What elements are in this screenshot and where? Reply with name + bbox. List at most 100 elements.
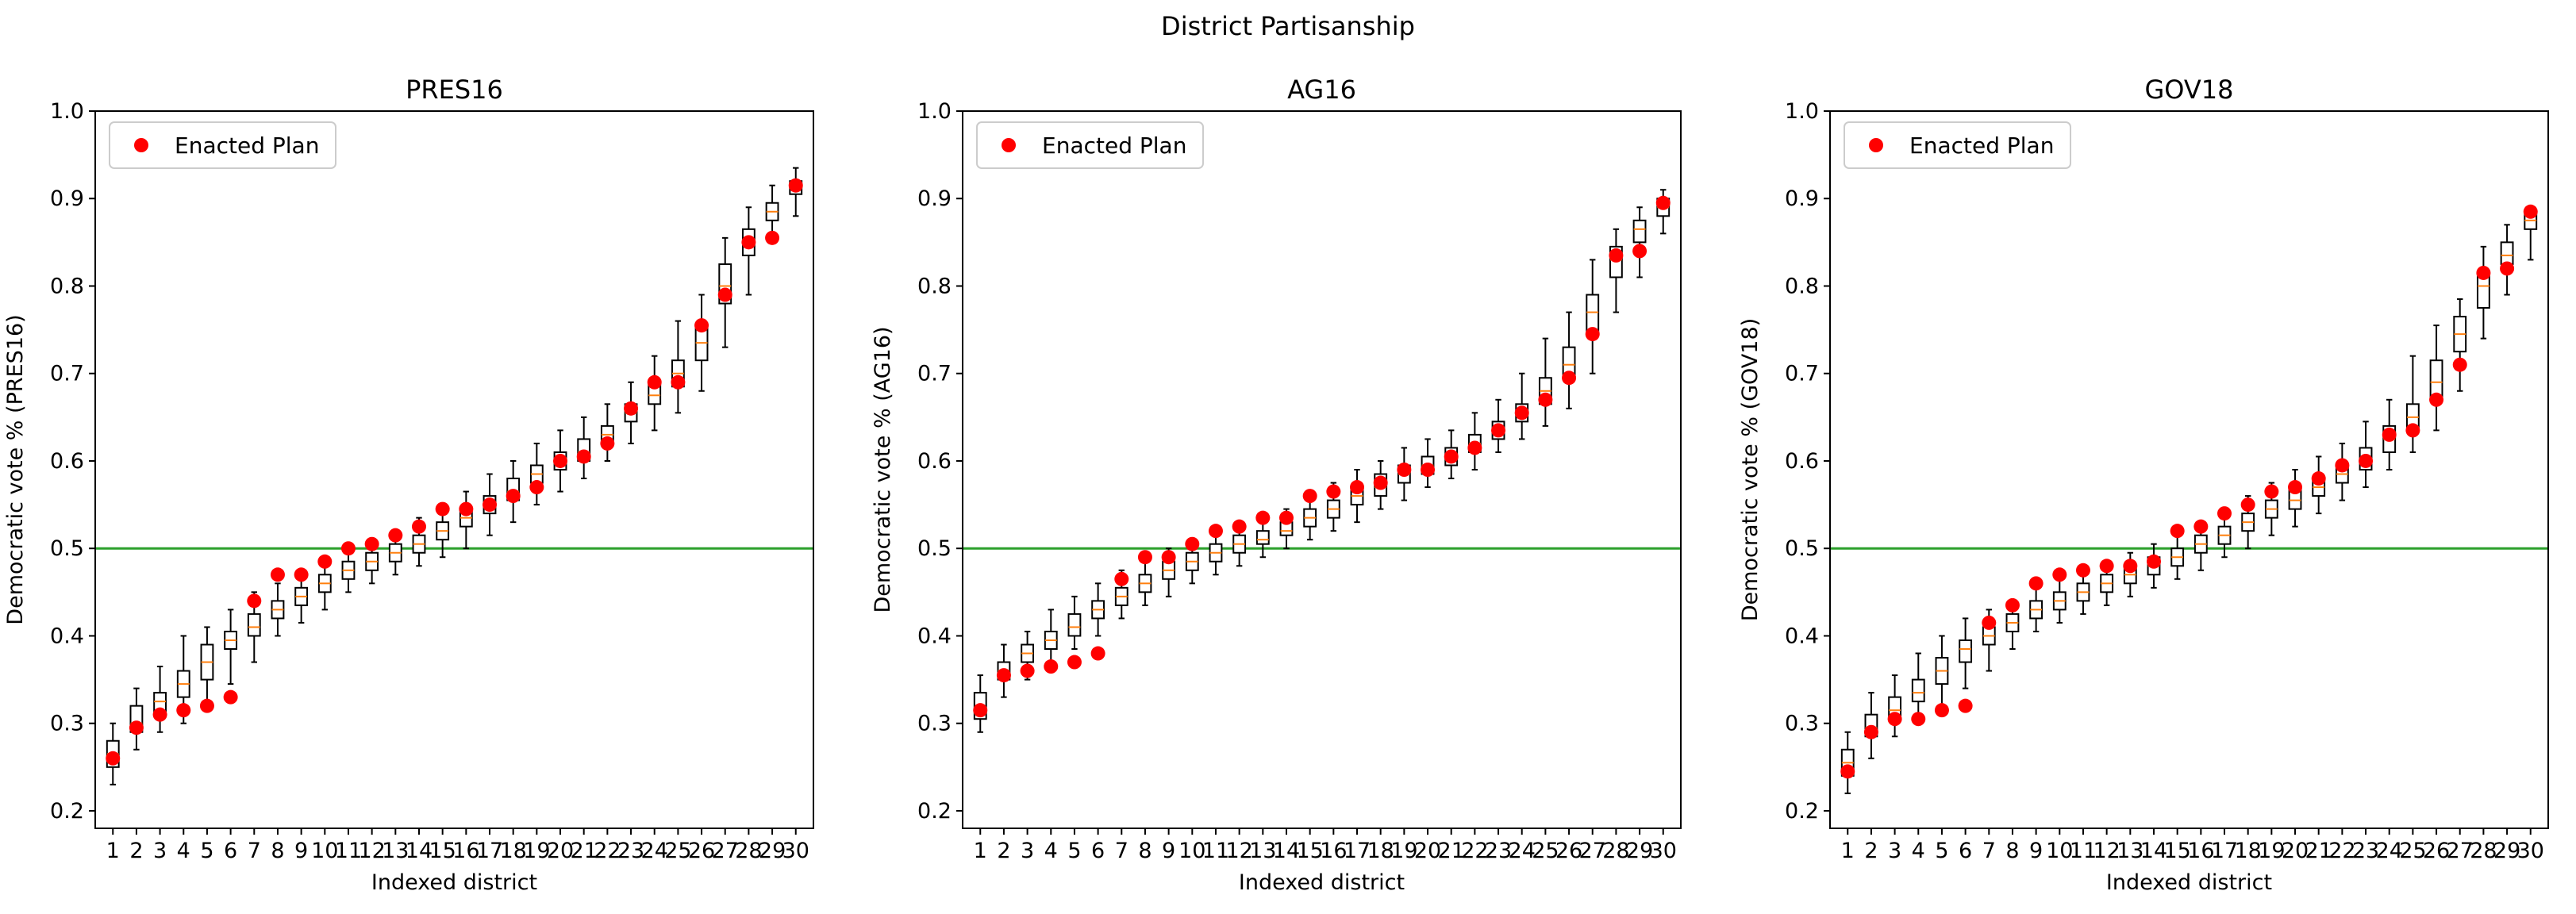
- x-tick-label: 16: [1320, 839, 1347, 863]
- box-district-20: [2288, 469, 2302, 528]
- enacted-point-3: [1887, 712, 1902, 727]
- y-tick-label: 1.0: [50, 99, 84, 124]
- box-district-29: [1632, 206, 1647, 278]
- enacted-point-30: [2523, 204, 2538, 219]
- x-tick-label: 5: [200, 839, 213, 863]
- enacted-point-4: [1911, 712, 1926, 727]
- enacted-point-2: [996, 668, 1011, 683]
- x-tick-label: 29: [1626, 839, 1653, 863]
- x-tick-label: 21: [571, 839, 598, 863]
- enacted-point-8: [1137, 550, 1152, 565]
- box-district-2: [129, 687, 144, 751]
- y-tick-label: 0.3: [917, 712, 952, 736]
- x-tick-label: 22: [2328, 839, 2355, 863]
- enacted-point-27: [717, 287, 732, 302]
- enacted-point-15: [1302, 489, 1317, 504]
- enacted-point-7: [1982, 615, 1997, 630]
- y-tick-label: 0.7: [50, 362, 84, 386]
- x-tick-label: 10: [2046, 839, 2073, 863]
- legend: Enacted Plan: [1844, 121, 2071, 169]
- box-district-28: [1609, 228, 1623, 313]
- x-tick-label: 4: [1912, 839, 1925, 863]
- x-tick-label: 30: [2517, 839, 2544, 863]
- y-tick-label: 0.3: [1785, 712, 1819, 736]
- enacted-point-18: [2240, 497, 2255, 513]
- box-district-5: [1067, 595, 1082, 650]
- y-tick-label: 0.7: [1785, 362, 1819, 386]
- x-tick-label: 3: [1888, 839, 1901, 863]
- enacted-point-5: [1067, 655, 1082, 670]
- x-tick-label: 11: [335, 839, 362, 863]
- box-district-3: [153, 666, 167, 733]
- enacted-point-10: [2052, 567, 2067, 582]
- box-iqr: [1911, 678, 1925, 703]
- x-tick-label: 18: [500, 839, 527, 863]
- box-district-25: [2405, 355, 2420, 453]
- enacted-point-8: [2005, 597, 2020, 613]
- x-tick-label: 17: [1344, 839, 1371, 863]
- box-district-29: [2500, 224, 2514, 296]
- enacted-point-24: [1514, 405, 1529, 421]
- x-tick-label: 28: [735, 839, 762, 863]
- enacted-point-20: [2288, 480, 2303, 495]
- enacted-point-21: [2311, 471, 2326, 486]
- enacted-point-23: [2359, 453, 2374, 468]
- enacted-point-4: [1044, 659, 1059, 674]
- x-tick-label: 12: [2093, 839, 2120, 863]
- box-district-8: [271, 582, 285, 637]
- x-tick-label: 24: [2376, 839, 2403, 863]
- x-tick-label: 28: [1602, 839, 1629, 863]
- enacted-point-11: [340, 541, 356, 556]
- enacted-point-19: [1397, 463, 1412, 477]
- x-tick-label: 15: [2163, 839, 2190, 863]
- box-iqr: [1255, 530, 1270, 545]
- x-tick-label: 8: [2005, 839, 2019, 863]
- enacted-point-8: [270, 567, 285, 582]
- box-district-22: [600, 403, 614, 462]
- plot-frame: [962, 110, 1682, 829]
- x-tick-label: 2: [997, 839, 1010, 863]
- y-tick-label: 0.4: [1785, 624, 1819, 648]
- enacted-point-10: [317, 554, 333, 569]
- box-district-16: [459, 490, 473, 550]
- x-tick-label: 2: [1864, 839, 1878, 863]
- enacted-point-24: [647, 374, 662, 390]
- plot-frame: [94, 110, 814, 829]
- box-district-7: [1982, 609, 1996, 672]
- y-tick-label: 0.4: [50, 624, 84, 648]
- x-tick-label: 10: [1178, 839, 1205, 863]
- box-district-3: [1888, 674, 1902, 738]
- y-tick-label: 0.4: [917, 624, 952, 648]
- box-district-25: [1538, 337, 1552, 427]
- box-district-14: [412, 517, 426, 567]
- enacted-point-30: [788, 178, 803, 193]
- enacted-point-29: [765, 230, 780, 245]
- legend: Enacted Plan: [976, 121, 1204, 169]
- x-tick-label: 14: [2140, 839, 2167, 863]
- x-tick-label: 5: [1935, 839, 1948, 863]
- x-tick-label: 4: [1044, 839, 1058, 863]
- enacted-point-12: [1232, 519, 1247, 534]
- x-tick-label: 25: [664, 839, 691, 863]
- enacted-point-1: [106, 751, 121, 766]
- x-tick-label: 1: [1841, 839, 1855, 863]
- x-tick-label: 10: [311, 839, 338, 863]
- enacted-point-26: [1562, 371, 1577, 386]
- x-tick-label: 28: [2470, 839, 2497, 863]
- enacted-point-30: [1655, 195, 1671, 210]
- enacted-point-28: [741, 235, 756, 250]
- enacted-point-26: [2429, 392, 2444, 407]
- box-district-29: [765, 184, 779, 244]
- enacted-point-19: [529, 480, 544, 495]
- y-tick-label: 0.5: [1785, 536, 1819, 561]
- x-tick-label: 4: [177, 839, 190, 863]
- x-tick-label: 25: [1532, 839, 1559, 863]
- x-tick-label: 7: [1115, 839, 1128, 863]
- enacted-point-23: [624, 401, 639, 416]
- x-tick-label: 20: [1414, 839, 1441, 863]
- y-tick-label: 0.8: [917, 274, 952, 298]
- enacted-point-19: [2264, 484, 2279, 499]
- x-tick-label: 30: [1650, 839, 1677, 863]
- enacted-point-14: [411, 519, 426, 534]
- x-tick-label: 1: [106, 839, 120, 863]
